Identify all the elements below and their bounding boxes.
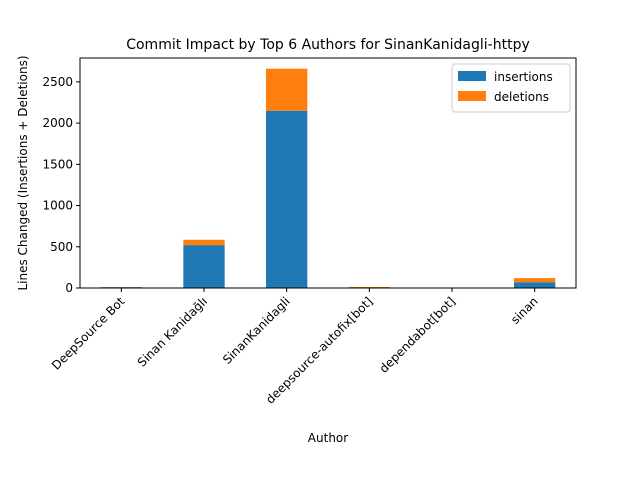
bar-deletions [183,239,225,246]
y-tick-label: 500 [50,240,73,254]
x-tick-label: DeepSource Bot [49,294,128,373]
bar-deletions [514,278,556,283]
bar-deletions [348,286,390,288]
y-tick-label: 2500 [42,75,73,89]
x-tick-label: SinanKanidagli [220,294,293,367]
bar-insertions [514,282,556,288]
y-axis-label: Lines Changed (Insertions + Deletions) [16,55,30,290]
x-axis-label: Author [308,431,348,445]
legend-swatch-insertions [458,71,486,81]
bars-group [100,68,556,288]
legend-swatch-deletions [458,91,486,101]
chart-title: Commit Impact by Top 6 Authors for Sinan… [126,37,530,53]
plot-frame [79,57,577,289]
bar-insertions [266,110,308,288]
y-tick-label: 1500 [42,157,73,171]
x-tick-label: sinan [508,294,541,327]
x-tick-label: Sinan Kanidağlı [135,294,210,369]
legend-label-insertions: insertions [494,70,553,84]
bar-deletions [266,68,308,111]
legend-label-deletions: deletions [494,90,549,104]
y-tick-label: 0 [65,281,73,295]
y-axis: 0 500 1000 1500 2000 2500 [42,75,80,295]
x-axis: DeepSource Bot Sinan Kanidağlı SinanKanida… [49,288,541,407]
y-tick-label: 2000 [42,116,73,130]
legend: insertions deletions [451,63,571,113]
x-tick-label: dependabot[bot] [377,294,459,376]
bar-insertions [183,245,225,288]
y-tick-label: 1000 [42,199,73,213]
